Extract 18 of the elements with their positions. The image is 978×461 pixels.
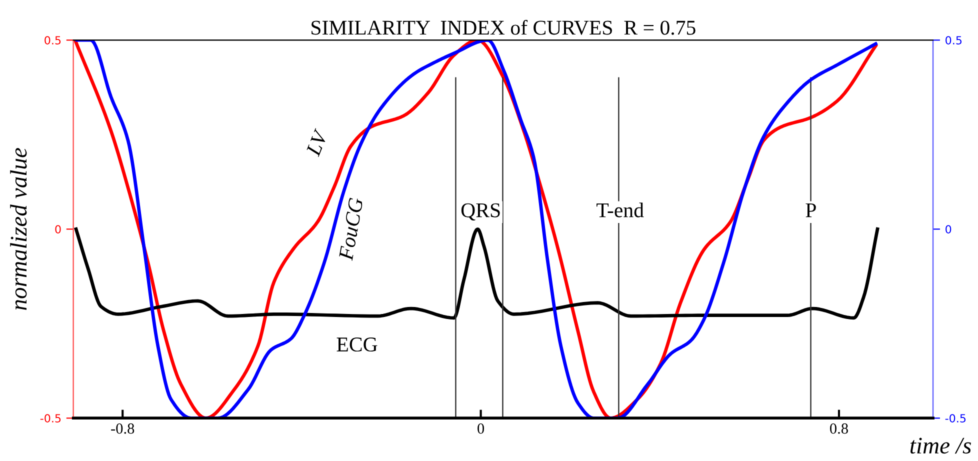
y-tick-label: 0 bbox=[55, 225, 61, 234]
annotation: P bbox=[806, 203, 816, 218]
x-tick-label: 0 bbox=[478, 423, 484, 434]
annotation: T-end bbox=[596, 202, 644, 218]
y-axis-title: normalized value bbox=[10, 148, 27, 310]
y2-tick-label: 0.5 bbox=[946, 36, 962, 44]
annotation: ECG bbox=[336, 338, 378, 352]
y-tick-label: 0.5 bbox=[44, 36, 61, 44]
y2-tick-label: 0 bbox=[946, 225, 952, 234]
x-tick-label: 0.8 bbox=[830, 423, 848, 434]
x-axis-title: time /s bbox=[910, 438, 971, 454]
y2-tick-label: -0.5 bbox=[945, 414, 966, 423]
annotation: LV bbox=[306, 128, 328, 158]
y-tick-label: -0.5 bbox=[40, 414, 61, 423]
chart-title: SIMILARITY INDEX of CURVES R = 0.75 bbox=[312, 20, 696, 35]
annotation: QRS bbox=[461, 203, 500, 220]
x-tick-label: -0.8 bbox=[111, 423, 134, 434]
annotation: FouCG bbox=[338, 197, 364, 261]
